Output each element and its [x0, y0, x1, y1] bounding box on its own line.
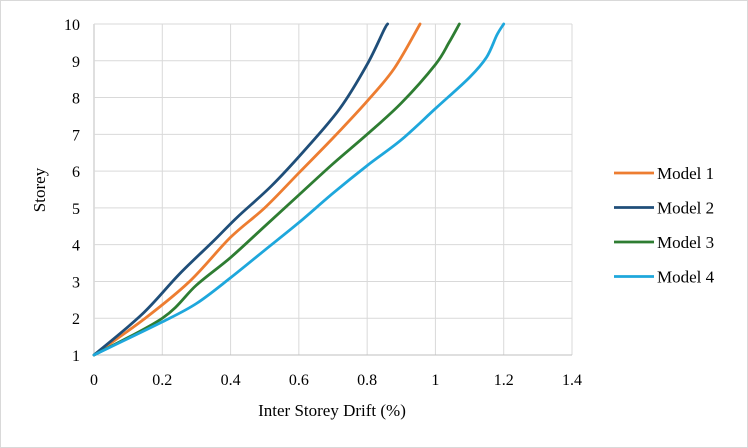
x-tick-label: 1.2: [494, 372, 514, 389]
legend: Model 1 Model 2 Model 3 Model 4: [614, 164, 715, 287]
y-tick-label: 7: [72, 127, 80, 144]
y-tick-label: 1: [72, 348, 80, 365]
x-tick-label: 1.4: [562, 372, 582, 389]
series-layer: [92, 22, 506, 357]
series-line-model-1: [92, 22, 422, 357]
x-tick-label: 0.2: [152, 372, 172, 389]
y-tick-label: 2: [72, 311, 80, 328]
x-tick-label: 0.8: [357, 372, 377, 389]
y-tick-label: 9: [72, 54, 80, 71]
series-line-model-2: [92, 22, 390, 357]
y-tick-label: 3: [72, 274, 80, 291]
x-axis-title: Inter Storey Drift (%): [258, 401, 406, 420]
y-tick-label: 6: [72, 164, 80, 181]
tick-layer: 0 0.2 0.4 0.6 0.8 1 1.2 1.4 1 2 3 4 5 6 7 8 9 10: [64, 17, 582, 389]
grid-layer: [93, 23, 573, 356]
y-axis-title: Storey: [30, 167, 49, 212]
x-tick-label: 0: [90, 372, 98, 389]
x-tick-label: 0.4: [221, 372, 241, 389]
x-tick-label: 1: [431, 372, 439, 389]
legend-label: Model 2: [657, 199, 714, 218]
y-tick-label: 10: [64, 17, 80, 34]
series-line-model-3: [92, 22, 461, 357]
legend-label: Model 1: [657, 164, 714, 183]
legend-label: Model 4: [657, 268, 715, 287]
y-tick-label: 4: [72, 238, 80, 255]
series-line-model-4: [92, 22, 506, 357]
legend-label: Model 3: [657, 233, 714, 252]
x-tick-label: 0.6: [289, 372, 309, 389]
y-tick-label: 5: [72, 201, 80, 218]
y-tick-label: 8: [72, 91, 80, 108]
